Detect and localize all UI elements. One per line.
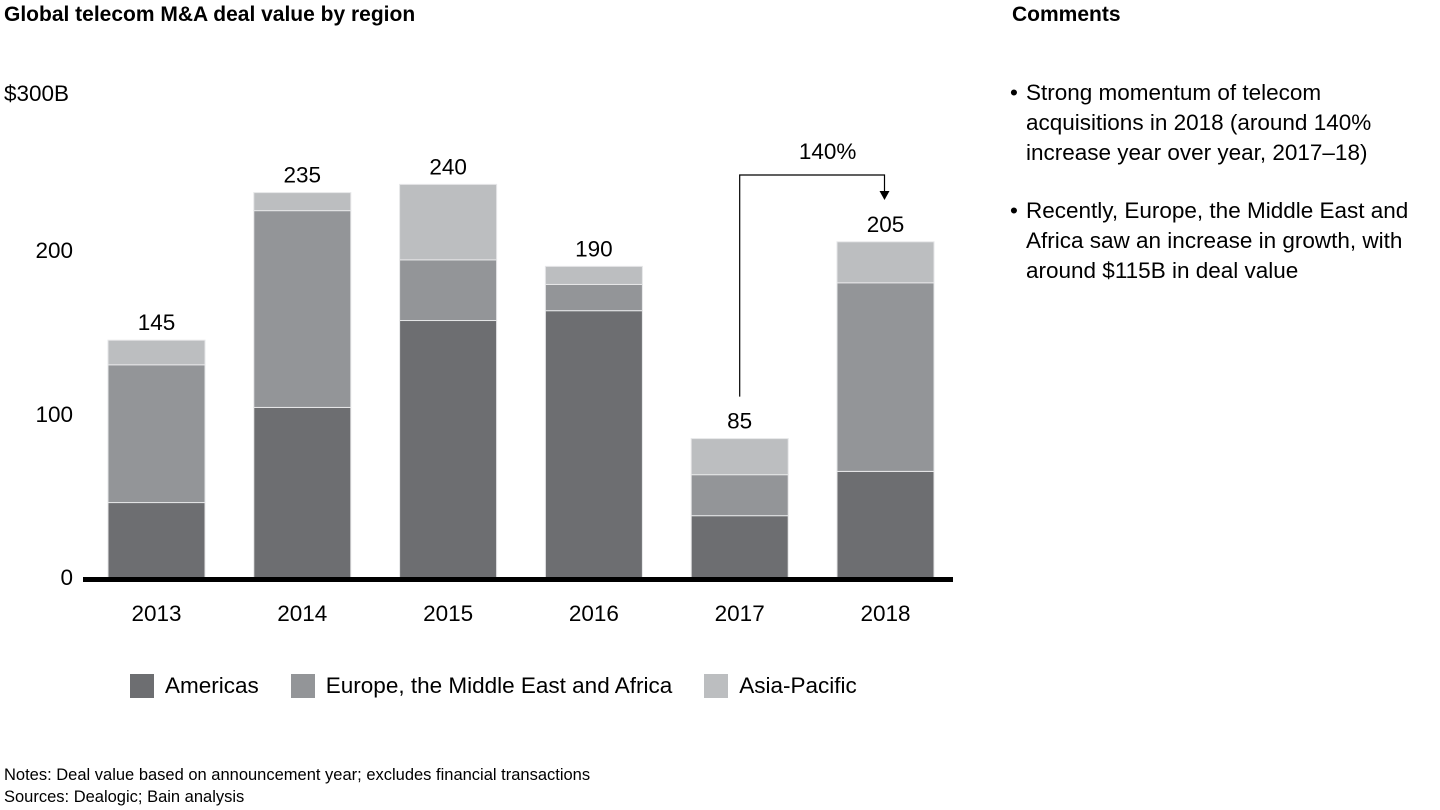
bar-segment-americas bbox=[107, 502, 206, 579]
legend-swatch-americas bbox=[130, 674, 154, 698]
comments-title: Comments bbox=[1012, 3, 1121, 26]
bar-segment-americas bbox=[690, 515, 789, 579]
bar-segment-americas bbox=[253, 406, 352, 579]
bar-segment-asia-pacific bbox=[399, 183, 498, 261]
x-tick-label: 2014 bbox=[277, 601, 327, 626]
sources-text: Sources: Dealogic; Bain analysis bbox=[4, 788, 245, 806]
bar-segment-americas bbox=[544, 310, 643, 579]
legend-label: Asia-Pacific bbox=[739, 673, 857, 698]
x-tick-label: 2013 bbox=[131, 601, 181, 626]
x-tick-label: 2018 bbox=[860, 601, 910, 626]
y-tick-label: 200 bbox=[35, 238, 73, 263]
bar-segment-asia-pacific bbox=[836, 241, 935, 284]
bar-segment-asia-pacific bbox=[253, 192, 352, 212]
bar-segment-asia-pacific bbox=[107, 339, 206, 366]
legend-swatch-emea bbox=[290, 674, 315, 698]
legend-item-americas: Americas bbox=[130, 673, 259, 699]
x-tick-label: 2017 bbox=[715, 601, 765, 626]
bar-segment-europe-the-middle-east-and-africa bbox=[544, 283, 643, 312]
bar-segment-europe-the-middle-east-and-africa bbox=[836, 282, 935, 472]
stacked-bar-chart: 0 100 200 $300B 145 2013 235 2014 240 2015 190 2016… bbox=[4, 81, 953, 626]
comments-list: • Strong momentum of telecom acquisition… bbox=[1010, 78, 1440, 314]
arrow-down-icon bbox=[879, 191, 890, 200]
comment-item: • Strong momentum of telecom acquisition… bbox=[1010, 78, 1440, 168]
x-axis-line bbox=[83, 577, 953, 582]
total-label: 240 bbox=[429, 154, 467, 179]
comment-text: Strong momentum of telecom acquisitions … bbox=[1026, 80, 1372, 165]
legend-swatch-apac bbox=[704, 674, 729, 698]
bar-segment-europe-the-middle-east-and-africa bbox=[107, 364, 206, 504]
bar-segment-europe-the-middle-east-and-africa bbox=[399, 259, 498, 322]
total-label: 145 bbox=[138, 310, 176, 335]
growth-bracket-line bbox=[739, 174, 886, 397]
bar-segment-europe-the-middle-east-and-africa bbox=[690, 474, 789, 517]
total-label: 205 bbox=[867, 212, 905, 237]
legend-item-emea: Europe, the Middle East and Africa bbox=[290, 673, 673, 699]
bullet-icon: • bbox=[1010, 198, 1018, 223]
legend-item-apac: Asia-Pacific bbox=[704, 673, 857, 699]
legend-label: Americas bbox=[165, 673, 259, 698]
comment-text: Recently, Europe, the Middle East and Af… bbox=[1026, 198, 1409, 283]
y-tick-label: 0 bbox=[60, 565, 73, 590]
x-tick-label: 2015 bbox=[423, 601, 473, 626]
total-label: 190 bbox=[575, 236, 613, 261]
bullet-icon: • bbox=[1010, 80, 1018, 105]
legend: Americas Europe, the Middle East and Afr… bbox=[130, 673, 889, 699]
notes-text: Notes: Deal value based on announcement … bbox=[4, 766, 591, 784]
bar-segment-asia-pacific bbox=[544, 265, 643, 285]
y-tick-label: $300B bbox=[4, 81, 69, 106]
y-tick-label: 100 bbox=[35, 402, 73, 427]
total-label: 235 bbox=[284, 163, 322, 188]
bar-segment-asia-pacific bbox=[690, 438, 789, 476]
footnotes: Notes: Deal value based on announcement … bbox=[4, 764, 590, 808]
bar-segment-americas bbox=[836, 470, 935, 579]
chart-title: Global telecom M&A deal value by region bbox=[4, 3, 416, 26]
bar-segment-europe-the-middle-east-and-africa bbox=[253, 210, 352, 408]
bar-segment-americas bbox=[399, 320, 498, 579]
growth-annotation-label: 140% bbox=[799, 139, 857, 164]
total-label: 85 bbox=[727, 409, 752, 434]
legend-label: Europe, the Middle East and Africa bbox=[325, 673, 673, 698]
x-tick-label: 2016 bbox=[569, 601, 619, 626]
comment-item: • Recently, Europe, the Middle East and … bbox=[1010, 196, 1440, 286]
